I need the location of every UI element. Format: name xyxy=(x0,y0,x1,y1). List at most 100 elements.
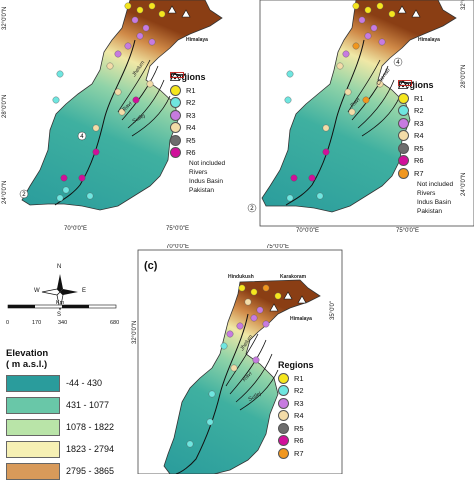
regions-legend-b: Regions R1 R2 R3 R4 R5 R6 R7 Not include… xyxy=(398,80,453,216)
legend-row-rivers-b: Rivers xyxy=(398,81,453,198)
lat-label-32-a: 32°0'0"N xyxy=(2,6,8,30)
legend-row-indus-basin-a: Indus Basin xyxy=(170,72,225,186)
legend-row-rivers-a: Rivers xyxy=(170,73,225,177)
lat-label-32-b: 32°0'0"N xyxy=(461,0,467,10)
map-b-frame xyxy=(259,0,474,227)
regions-legend-title-a: Regions xyxy=(170,72,206,82)
lat-label-32-c: 32°0'0"N xyxy=(132,320,138,344)
jhelum-river-b xyxy=(347,59,381,113)
hindukush-label-c: Hindukush xyxy=(228,274,254,280)
station-points-b xyxy=(284,2,421,202)
station-points-a xyxy=(52,2,191,202)
compass-w: W xyxy=(34,288,40,294)
legend-row-r3-c: R3 xyxy=(278,397,314,410)
lat-label-24-b: 24°0'0"N xyxy=(461,172,467,196)
ravi-river-c xyxy=(235,353,273,403)
lat-label-24-a: 24°0'0"N xyxy=(2,180,8,204)
legend-row-indus-basin-b: Indus Basin xyxy=(398,80,453,207)
lon-label-75-c: 75°0'0"E xyxy=(266,244,290,250)
jhelum-river-a xyxy=(117,59,151,113)
map-c-frame xyxy=(137,249,343,474)
lon-label-75-a: 75°0'0"E xyxy=(166,226,190,232)
ravi-river-a xyxy=(127,79,165,129)
map-c-svg xyxy=(137,249,343,474)
scale-tick-680: 680 xyxy=(110,320,120,326)
pakistan-outline-a xyxy=(21,0,223,211)
scale-bar: Km 0 170 340 680 xyxy=(6,300,122,330)
elevation-legend: Elevation ( m a.s.l.) -44 - 430 431 - 10… xyxy=(6,348,118,480)
legend-row-r7-b: R7 xyxy=(398,167,453,180)
legend-row-r5-a: R5 xyxy=(170,134,225,147)
region-number-2-a: 2 xyxy=(22,192,26,198)
elevation-title: Elevation xyxy=(6,348,49,359)
karakoram-label-c: Karakoram xyxy=(280,274,307,280)
elevation-class-2: 431 - 1077 xyxy=(6,396,118,414)
legend-row-r1-b: R1 xyxy=(398,92,453,105)
legend-row-r2-a: R2 xyxy=(170,97,225,110)
region-number-4-a: 4 xyxy=(80,134,84,140)
indus-river-b xyxy=(285,39,365,206)
legend-row-r3-a: R3 xyxy=(170,109,225,122)
lon-label-70-c: 70°0'0"E xyxy=(166,244,190,250)
legend-row-r4-a: R4 xyxy=(170,122,225,135)
legend-row-not-included-b: Not included xyxy=(398,80,453,189)
legend-row-pakistan-b: Pakistan xyxy=(417,207,442,215)
legend-row-r5-c: R5 xyxy=(278,422,314,435)
sutlej-river-c xyxy=(239,369,279,411)
north-arrow: N S W E xyxy=(34,264,86,318)
compass-s: S xyxy=(57,312,62,318)
indus-river-a xyxy=(54,39,136,206)
ravi-river-b xyxy=(357,79,395,129)
himalaya-label-c: Himalaya xyxy=(290,316,312,322)
legend-row-r3-b: R3 xyxy=(398,117,453,130)
chenab-river-c xyxy=(229,339,267,395)
jhelum-river-c xyxy=(225,333,259,387)
regions-legend-title-c: Regions xyxy=(278,360,314,370)
map-panel-b: 2 4 32°0'0"N 28°0'0"N 24°0'0"N 70°0'0"E … xyxy=(238,0,474,240)
scale-tick-0: 0 xyxy=(6,320,10,326)
legend-row-r1-a: R1 xyxy=(170,84,225,97)
scale-bar-graphic xyxy=(7,304,117,309)
legend-row-r1-c: R1 xyxy=(278,372,314,385)
map-panel-c: (c) 70°0'0"E 75°0'0"E 35°0'0" 32°0'0"N H… xyxy=(130,244,474,474)
legend-row-r6-a: R6 xyxy=(170,147,225,160)
chenab-river-b xyxy=(351,65,389,121)
regions-legend-c: Regions R1 R2 R3 R4 R5 R6 R7 xyxy=(278,360,314,460)
elevation-class-3: 1078 - 1822 xyxy=(6,418,118,436)
elevation-class-4: 1823 - 2794 xyxy=(6,440,118,458)
pakistan-outline-b xyxy=(261,0,457,213)
pakistan-outline-c xyxy=(163,279,321,474)
station-points-c xyxy=(186,284,307,448)
legend-row-pakistan-a: Pakistan xyxy=(189,187,214,194)
elevation-class-1: -44 - 430 xyxy=(6,374,118,392)
scale-tick-170: 170 xyxy=(32,320,42,326)
compass-rose-icon xyxy=(41,274,78,311)
map-b-svg: 2 4 xyxy=(247,0,474,227)
scale-tick-340: 340 xyxy=(58,320,68,326)
legend-row-not-included-a: Not included xyxy=(170,72,225,168)
region-number-markers-b: 2 4 xyxy=(247,57,403,213)
compass-e: E xyxy=(82,288,87,294)
lat-label-35-c: 35°0'0" xyxy=(330,300,336,320)
regions-legend-title-b: Regions xyxy=(398,80,434,90)
elevation-unit: ( m a.s.l.) xyxy=(6,359,48,370)
chenab-river-a xyxy=(121,65,159,121)
legend-row-r2-b: R2 xyxy=(398,105,453,118)
himalaya-label-a: Himalaya xyxy=(186,37,208,43)
panel-label-c: (c) xyxy=(144,260,158,272)
region-number-markers-a: 2 4 xyxy=(19,131,87,199)
legend-row-r6-c: R6 xyxy=(278,435,314,448)
scale-unit: Km xyxy=(56,300,65,306)
compass-n: N xyxy=(57,264,62,270)
lon-label-75-b: 75°0'0"E xyxy=(396,228,420,234)
elevation-class-5: 2795 - 3865 xyxy=(6,462,118,480)
map-panel-a: 2 4 32°0'0"N 28°0'0"N 24°0'0"N 70°0'0"E … xyxy=(0,0,236,236)
legend-row-r7-c: R7 xyxy=(278,447,314,460)
regions-legend-a: Regions R1 R2 R3 R4 R5 R6 Not included R… xyxy=(170,72,225,195)
region-number-2-b: 2 xyxy=(250,206,254,212)
sutlej-river-b xyxy=(361,95,401,137)
legend-row-r4-b: R4 xyxy=(398,130,453,143)
region-number-4-b: 4 xyxy=(396,60,400,66)
lon-label-70-a: 70°0'0"E xyxy=(64,226,88,232)
himalaya-label-b: Himalaya xyxy=(418,37,440,43)
